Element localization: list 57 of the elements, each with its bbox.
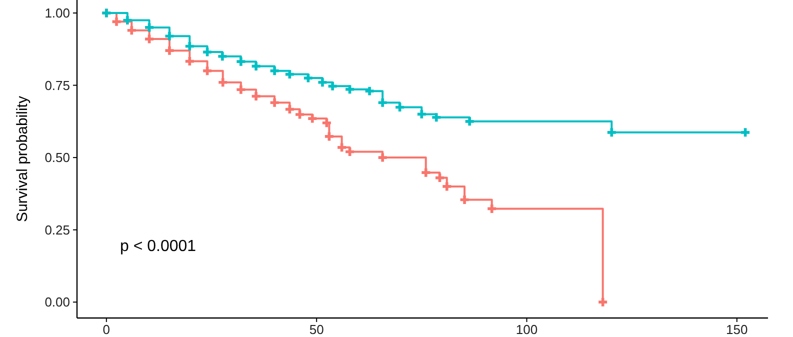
y-axis-title: Survival probability	[14, 96, 31, 222]
point	[417, 110, 426, 118]
point	[460, 196, 469, 204]
y-tick-label: 0.00	[44, 294, 70, 310]
x-tick-label: 50	[309, 322, 324, 337]
point	[346, 85, 354, 94]
point	[285, 105, 294, 114]
point	[396, 103, 404, 112]
point	[252, 62, 260, 70]
point	[218, 52, 227, 61]
point	[324, 132, 334, 141]
point	[465, 117, 474, 126]
point	[296, 110, 304, 119]
point	[252, 92, 260, 101]
point	[185, 42, 194, 50]
point	[346, 148, 354, 156]
x-tick-label: 150	[726, 322, 748, 337]
point	[328, 82, 337, 90]
point	[378, 153, 387, 162]
point	[270, 66, 279, 76]
point	[185, 57, 194, 66]
point	[322, 118, 331, 128]
point	[165, 46, 174, 55]
point	[203, 48, 212, 56]
point	[435, 174, 444, 182]
point	[218, 78, 228, 87]
point	[741, 128, 750, 137]
y-tick-label: 0.50	[44, 150, 70, 166]
point	[270, 98, 279, 107]
point	[123, 16, 132, 24]
point	[365, 86, 374, 96]
point	[598, 298, 608, 306]
point	[145, 34, 154, 44]
point	[165, 32, 174, 40]
point	[127, 26, 136, 35]
x-tick-label: 100	[516, 322, 538, 337]
point	[308, 114, 317, 123]
point	[112, 17, 121, 26]
point	[145, 23, 154, 32]
point	[338, 143, 346, 152]
point	[378, 98, 387, 107]
y-tick-label: 1.00	[44, 6, 70, 21]
point	[203, 66, 212, 76]
x-tick-label: 0	[102, 322, 110, 337]
point	[607, 128, 616, 137]
y-tick-label: 0.25	[44, 222, 70, 238]
point	[488, 204, 496, 213]
point	[285, 70, 294, 79]
point	[304, 74, 312, 82]
point	[236, 57, 246, 66]
point	[318, 78, 327, 87]
annotation: p < 0.0001	[120, 238, 196, 255]
point	[442, 182, 452, 191]
y-tick-label: 0.75	[44, 78, 70, 93]
point	[236, 85, 246, 94]
point	[422, 168, 430, 177]
point	[432, 113, 441, 122]
